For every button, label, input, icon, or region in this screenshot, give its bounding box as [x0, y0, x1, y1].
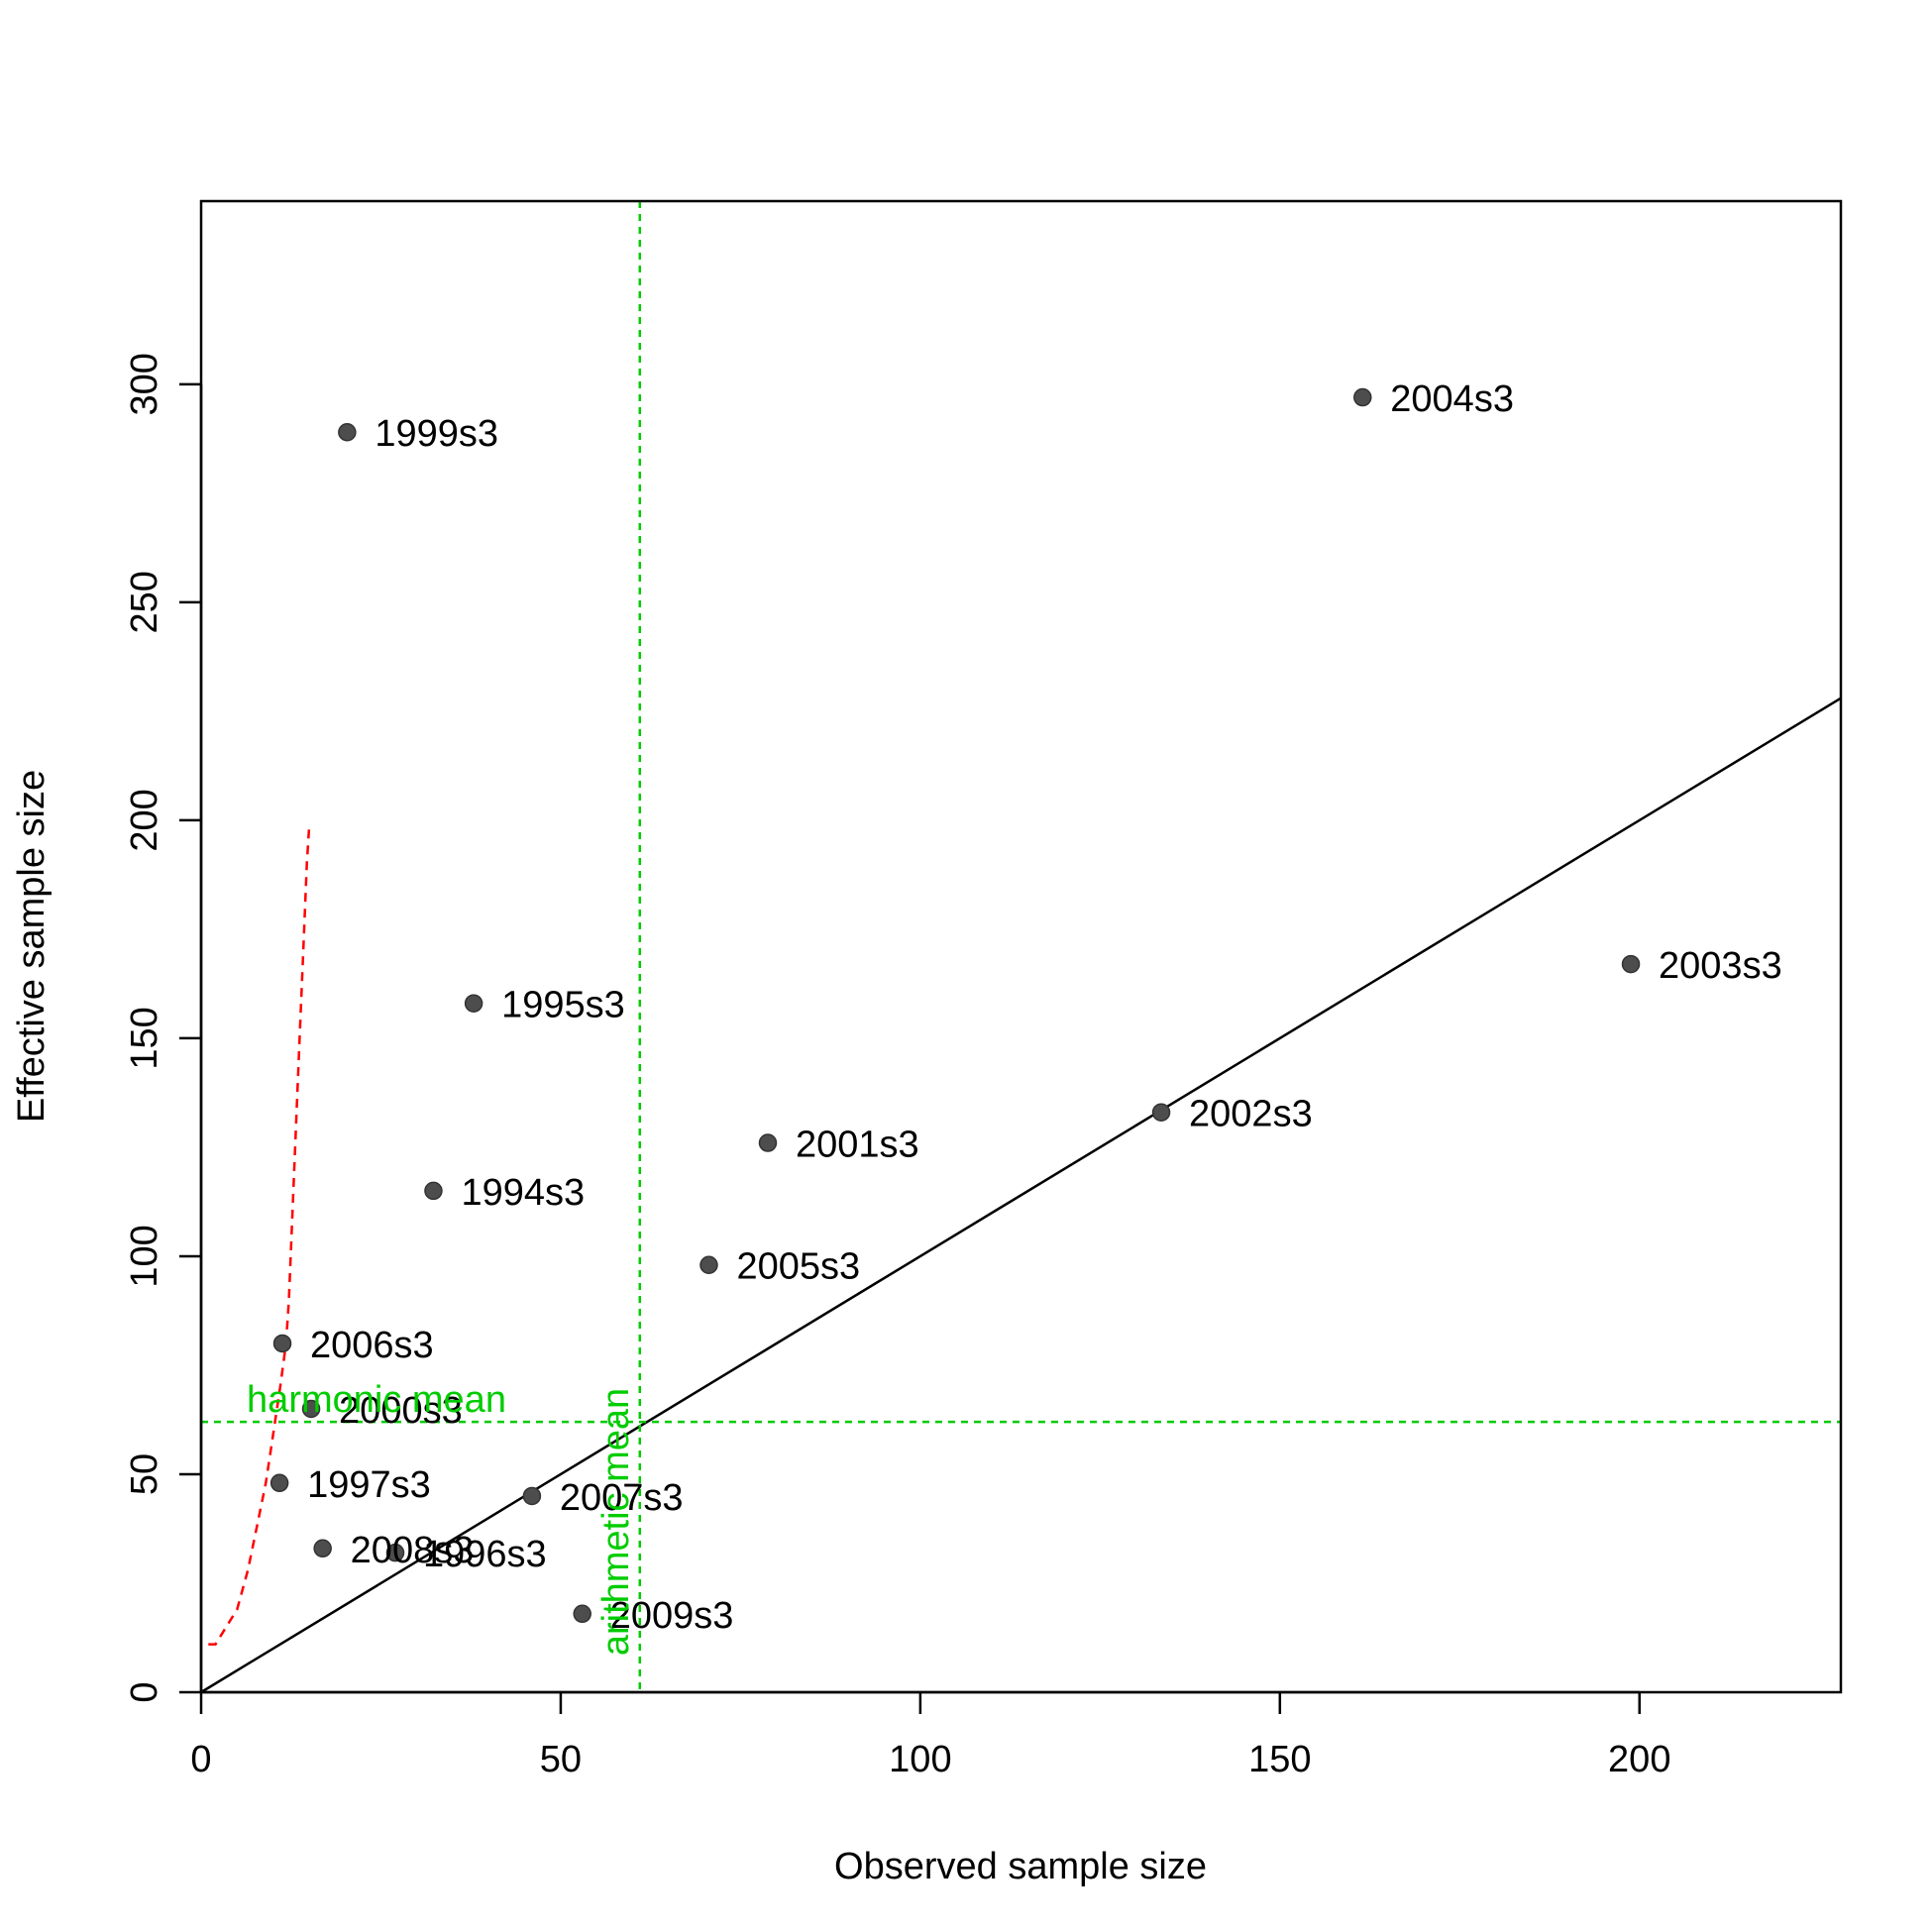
- points-layer: [269, 387, 1641, 1624]
- x-tick-label: 200: [1608, 1739, 1670, 1780]
- data-point: [1621, 954, 1641, 974]
- x-tick-label: 50: [540, 1739, 582, 1780]
- x-tick-label: 0: [190, 1739, 211, 1780]
- data-point: [1353, 387, 1372, 407]
- data-point: [522, 1486, 542, 1506]
- data-point: [313, 1539, 332, 1558]
- point-labels-layer: 1994s3 1995s3 1996s3 1997s3 1999s3 2000s3 2001…: [307, 378, 1782, 1637]
- data-point-label: 2000s3: [339, 1390, 463, 1432]
- data-point: [699, 1255, 718, 1274]
- y-tick-label: 0: [124, 1681, 165, 1702]
- data-point: [301, 1399, 321, 1419]
- data-point-label: 2009s3: [610, 1595, 734, 1637]
- y-tick-label: 250: [124, 571, 165, 633]
- data-point-label: 1995s3: [501, 985, 625, 1026]
- identity-line: [200, 697, 1842, 1694]
- data-point-label: 2003s3: [1659, 945, 1782, 987]
- data-point-label: 2006s3: [310, 1325, 434, 1366]
- x-tick-label: 150: [1248, 1739, 1311, 1780]
- data-point: [385, 1543, 405, 1562]
- data-point: [424, 1181, 443, 1201]
- data-point: [1151, 1103, 1171, 1122]
- smoother-line: [208, 828, 311, 1646]
- data-point-label: 2005s3: [736, 1246, 860, 1288]
- smoother-layer: [208, 828, 311, 1646]
- data-point-label: 2004s3: [1390, 378, 1514, 420]
- y-tick-label: 100: [124, 1225, 165, 1287]
- y-tick-label: 150: [124, 1007, 165, 1069]
- data-point-label: 1994s3: [461, 1172, 585, 1214]
- data-point-label: 2002s3: [1189, 1094, 1313, 1135]
- y-tick-label: 300: [124, 353, 165, 415]
- y-axis-title: Effective sample size: [11, 770, 53, 1123]
- arithmetic-mean-label: arithmetic mean: [595, 1388, 637, 1656]
- data-point: [338, 422, 357, 442]
- data-point-label: 2001s3: [796, 1125, 919, 1166]
- data-point: [464, 994, 483, 1013]
- x-tick-label: 100: [889, 1739, 951, 1780]
- data-point-label: 2008s3: [351, 1530, 475, 1571]
- data-point: [573, 1604, 591, 1624]
- data-point-label: 1996s3: [423, 1534, 547, 1575]
- data-point: [758, 1133, 778, 1152]
- y-tick-label: 200: [124, 789, 165, 851]
- data-point-label: 1997s3: [307, 1464, 431, 1506]
- axes-layer: 0 50 100 150 200 0 50 100 150 200 250 300: [124, 353, 1670, 1780]
- data-point: [269, 1473, 289, 1493]
- reference-lines: [200, 201, 1842, 1694]
- data-point: [272, 1334, 292, 1353]
- harmonic-mean-label: harmonic mean: [247, 1379, 506, 1421]
- x-axis-title: Observed sample size: [834, 1846, 1207, 1887]
- data-point-label: 2007s3: [560, 1477, 684, 1519]
- y-tick-label: 50: [124, 1453, 165, 1495]
- data-point-label: 1999s3: [375, 413, 498, 455]
